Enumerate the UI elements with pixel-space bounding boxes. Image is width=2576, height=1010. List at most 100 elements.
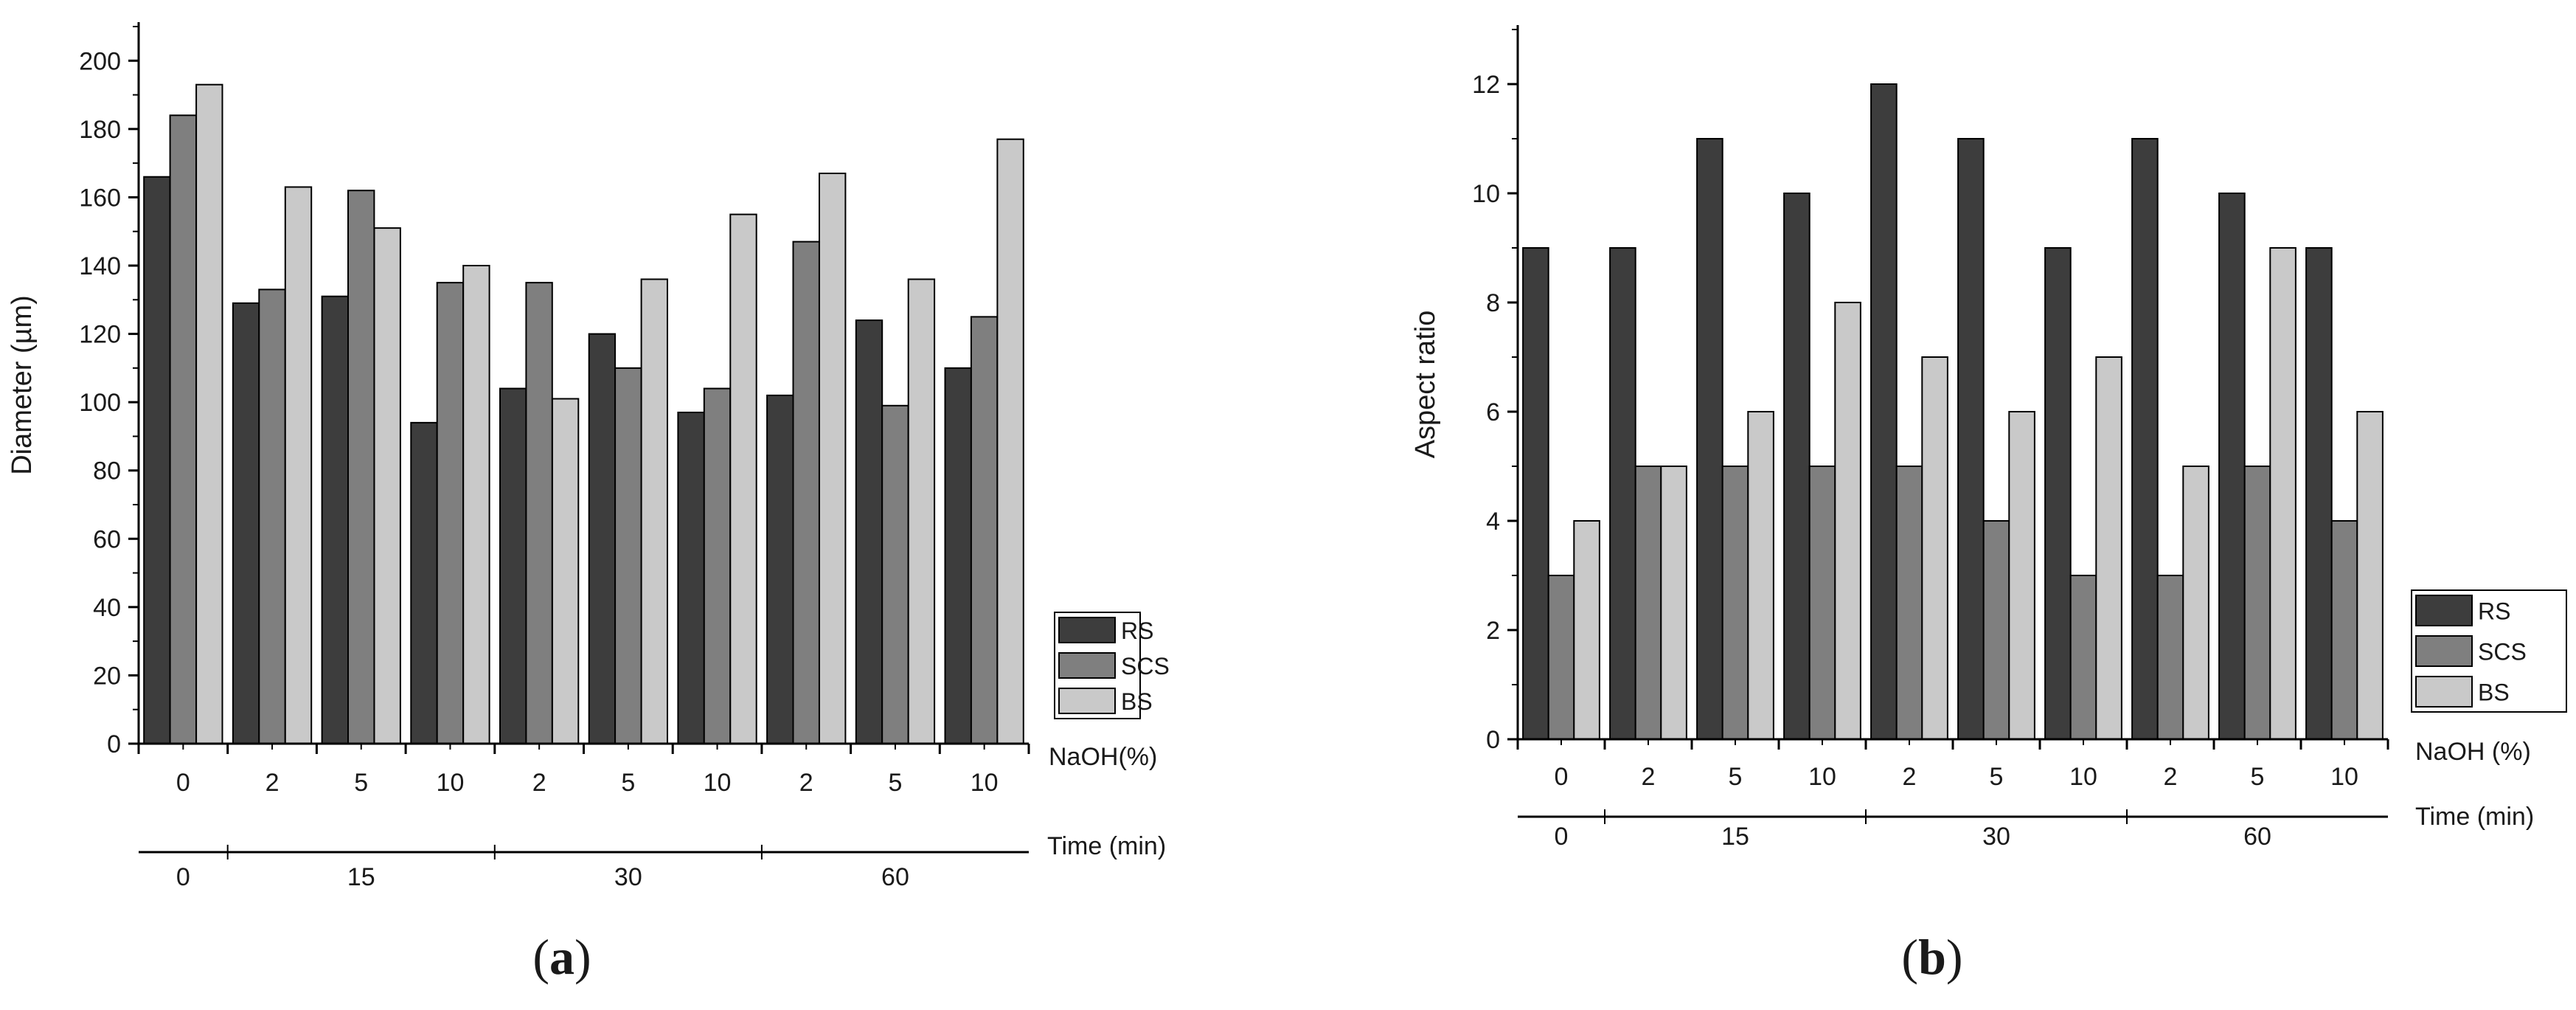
bar-bs-1	[1660, 466, 1687, 740]
x-tick-label: 2	[1642, 763, 1656, 791]
time-axis-label: Time (min)	[2415, 803, 2534, 831]
naoh-axis-label: NaOH (%)	[2415, 738, 2531, 766]
bar-rs-7	[766, 394, 794, 745]
x-tick-label: 0	[1555, 763, 1569, 791]
bar-rs-2	[321, 295, 350, 744]
bar-scs-7	[792, 241, 820, 745]
legend-swatch-rs	[1058, 617, 1116, 643]
y-tick-label: 2	[1486, 617, 1500, 645]
bar-rs-5	[588, 333, 617, 745]
bar-rs-0	[143, 176, 171, 744]
y-tick-label: 20	[93, 662, 121, 690]
y-tick-label: 0	[107, 730, 121, 758]
x-tick-label: 5	[354, 769, 368, 797]
x-tick-label: 10	[437, 769, 465, 797]
bar-scs-8	[881, 404, 909, 744]
bar-scs-5	[614, 367, 642, 744]
x-tick-label: 0	[176, 769, 190, 797]
y-tick-label: 140	[79, 252, 121, 280]
y-tick-label: 80	[93, 457, 121, 485]
bar-rs-8	[855, 319, 883, 745]
bar-scs-2	[1721, 466, 1749, 740]
x-tick-label: 2	[799, 769, 813, 797]
bar-rs-2	[1696, 138, 1723, 740]
bar-rs-0	[1522, 247, 1549, 740]
bar-rs-6	[677, 412, 705, 744]
x-tick-label: 5	[2251, 763, 2265, 791]
bar-bs-2	[1747, 411, 1774, 740]
bar-scs-4	[1895, 466, 1923, 740]
bar-bs-9	[996, 138, 1024, 744]
bar-scs-7	[2156, 575, 2184, 740]
time-group-label: 60	[2243, 823, 2271, 851]
bar-scs-2	[347, 190, 375, 744]
y-tick-label: 0	[1486, 726, 1500, 754]
panel-label-a: (a)	[532, 929, 591, 985]
x-tick-label: 5	[621, 769, 635, 797]
y-axis-title: Diameter (µm)	[7, 295, 38, 475]
bar-scs-6	[703, 387, 732, 744]
bar-rs-4	[499, 387, 527, 744]
y-tick-label: 4	[1486, 508, 1500, 536]
y-tick-label: 200	[79, 47, 121, 75]
y-tick-label: 40	[93, 594, 121, 622]
legend-swatch-rs	[2415, 595, 2473, 626]
time-group-label: 15	[347, 863, 375, 891]
bar-bs-6	[729, 213, 757, 745]
time-group-label: 30	[1982, 823, 2010, 851]
bar-bs-0	[195, 83, 223, 744]
x-tick-label: 2	[2164, 763, 2178, 791]
x-tick-label: 10	[1808, 763, 1836, 791]
bar-bs-4	[551, 398, 580, 744]
bar-bs-2	[373, 227, 401, 745]
legend-label-bs: BS	[2478, 679, 2510, 706]
bar-rs-1	[1609, 247, 1636, 740]
y-tick-label: 6	[1486, 398, 1500, 426]
bar-scs-9	[2330, 520, 2358, 740]
bar-rs-7	[2131, 138, 2159, 740]
x-tick-label: 2	[532, 769, 546, 797]
x-tick-label: 2	[1903, 763, 1917, 791]
time-group-label: 30	[614, 863, 642, 891]
x-tick-label: 10	[971, 769, 999, 797]
bar-bs-3	[1834, 302, 1861, 740]
legend-label-rs: RS	[2478, 598, 2510, 625]
bar-scs-8	[2243, 466, 2271, 740]
y-tick-label: 60	[93, 525, 121, 553]
x-tick-label: 10	[2330, 763, 2358, 791]
y-tick-label: 12	[1472, 71, 1500, 99]
bar-scs-5	[1982, 520, 2010, 740]
x-tick-label: 5	[1990, 763, 2004, 791]
legend-swatch-bs	[2415, 676, 2473, 708]
bar-bs-1	[284, 186, 313, 744]
y-tick-label: 180	[79, 116, 121, 144]
y-tick-label: 160	[79, 184, 121, 212]
bar-rs-4	[1870, 83, 1898, 740]
legend-label-scs: SCS	[2478, 639, 2527, 665]
legend-label-bs: BS	[1121, 688, 1153, 715]
bar-bs-9	[2356, 411, 2384, 740]
time-group-label: 0	[1555, 823, 1569, 851]
bar-scs-0	[1547, 575, 1575, 740]
chart-panel-b: 0 2 4 6 8 10 12 0 2 5 10 2 5 10 2 5 10 Aspect ratio NaOH (…	[1410, 25, 2567, 851]
bar-scs-3	[1808, 466, 1836, 740]
bar-bs-8	[907, 278, 936, 744]
x-tick-label: 5	[888, 769, 902, 797]
bar-scs-1	[1634, 466, 1662, 740]
bar-bs-8	[2269, 247, 2296, 740]
bar-rs-3	[1783, 193, 1811, 740]
bar-bs-7	[819, 173, 847, 744]
time-axis-label: Time (min)	[1047, 832, 1166, 860]
legend-swatch-scs	[1058, 652, 1116, 679]
bar-rs-5	[1957, 138, 1985, 740]
bar-scs-6	[2069, 575, 2097, 740]
y-tick-label: 10	[1472, 180, 1500, 208]
bar-scs-3	[436, 282, 465, 745]
bar-bs-0	[1573, 520, 1600, 740]
bar-rs-1	[232, 302, 260, 744]
bar-bs-5	[2008, 411, 2035, 740]
legend-swatch-scs	[2415, 635, 2473, 667]
